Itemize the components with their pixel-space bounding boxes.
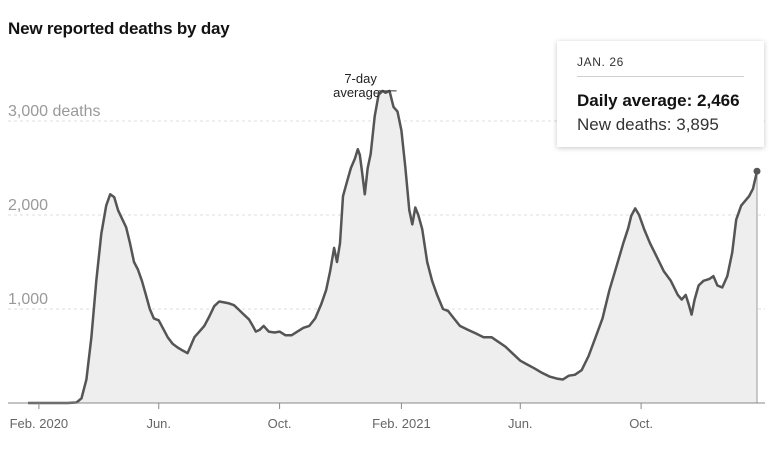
x-tick-label: Oct. (629, 416, 653, 431)
tooltip: JAN. 26 Daily average: 2,466 New deaths:… (557, 41, 764, 147)
y-tick-label: 1,000 (8, 291, 48, 308)
annotation-label-line1: 7-day (344, 71, 377, 86)
tooltip-daily-average-label: Daily average: (577, 91, 693, 110)
y-tick-label: 3,000 deaths (8, 103, 101, 120)
x-tick-label: Feb. 2020 (10, 416, 69, 431)
area-fill (28, 90, 757, 404)
y-tick-label: 2,000 (8, 197, 48, 214)
tooltip-daily-average: Daily average: 2,466 (577, 89, 744, 113)
x-tick-label: Oct. (268, 416, 292, 431)
x-tick-label: Feb. 2021 (372, 416, 431, 431)
x-tick-label: Jun. (146, 416, 171, 431)
x-tick-label: Jun. (508, 416, 533, 431)
highlight-point[interactable] (753, 167, 761, 175)
tooltip-new-deaths-label: New deaths: (577, 115, 672, 134)
tooltip-daily-average-value: 2,466 (697, 91, 740, 110)
annotation-label-line2: average (333, 85, 380, 100)
seven-day-average-line (28, 89, 759, 405)
y-tick-labels: 1,000 2,000 3,000 deaths (8, 103, 101, 308)
tooltip-divider (577, 76, 744, 77)
tooltip-new-deaths-value: 3,895 (676, 115, 719, 134)
chart-title: New reported deaths by day (8, 19, 230, 38)
x-tick-labels: Feb. 2020 Jun. Oct. Feb. 2021 Jun. Oct. (10, 403, 653, 431)
tooltip-new-deaths: New deaths: 3,895 (577, 113, 744, 137)
tooltip-date: JAN. 26 (577, 55, 624, 69)
